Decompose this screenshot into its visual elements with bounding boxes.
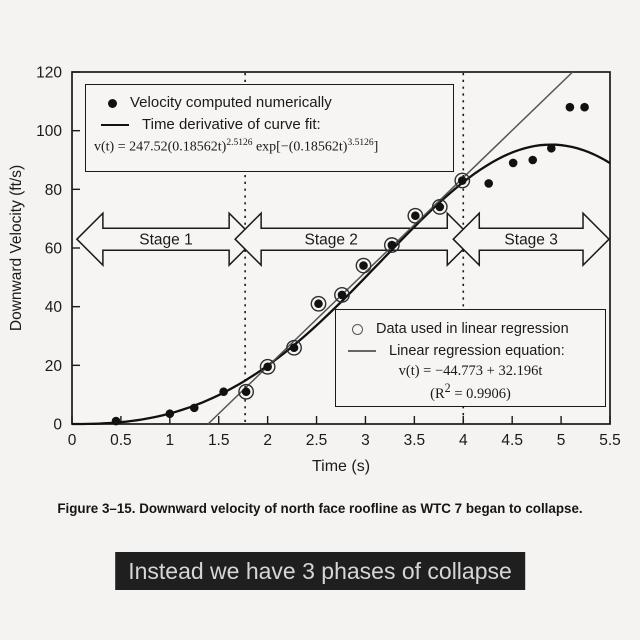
r-squared-value: (R2 = 0.9906) bbox=[430, 381, 511, 402]
data-point bbox=[484, 179, 494, 188]
stage-label: Stage 2 bbox=[304, 232, 357, 249]
x-tick-label: 2.5 bbox=[306, 432, 328, 449]
regression-point-ring bbox=[355, 257, 372, 274]
stage-label: Stage 1 bbox=[139, 232, 192, 249]
x-tick-label: 5.5 bbox=[599, 432, 621, 449]
x-tick-label: 3 bbox=[361, 432, 370, 449]
subtitle-overlay: Instead we have 3 phases of collapse bbox=[115, 552, 525, 590]
x-tick-label: 0.5 bbox=[110, 432, 132, 449]
legend-item-numerical: Velocity computed numerically bbox=[101, 93, 453, 113]
regression-point-ring bbox=[383, 237, 400, 253]
data-point bbox=[337, 290, 347, 300]
y-tick-label: 0 bbox=[53, 417, 62, 434]
regression-point-ring bbox=[334, 287, 350, 303]
gray-line-icon bbox=[348, 350, 376, 352]
regression-point-ring bbox=[259, 358, 276, 375]
legend-curve-fit: Velocity computed numerically Time deriv… bbox=[85, 84, 454, 172]
legend-label: Data used in linear regression bbox=[376, 321, 569, 337]
y-tick-label: 80 bbox=[45, 182, 63, 199]
data-point bbox=[580, 102, 589, 112]
stage-arrow bbox=[452, 211, 611, 268]
x-axis-label: Time (s) bbox=[312, 458, 370, 475]
y-tick-label: 60 bbox=[45, 241, 63, 258]
legend-label: Linear regression equation: bbox=[389, 343, 565, 359]
x-tick-label: 4.5 bbox=[501, 432, 523, 449]
data-point bbox=[189, 403, 199, 413]
data-point bbox=[314, 299, 323, 309]
x-tick-label: 4 bbox=[459, 432, 468, 449]
data-point bbox=[387, 240, 397, 250]
data-point bbox=[457, 176, 467, 185]
data-point bbox=[528, 155, 538, 165]
regression-point-ring bbox=[407, 207, 424, 224]
data-point bbox=[289, 343, 299, 353]
data-point bbox=[359, 261, 368, 270]
y-tick-label: 20 bbox=[45, 358, 63, 375]
regression-equation: v(t) = −44.773 + 32.196t bbox=[398, 363, 543, 379]
legend-item-curvefit: Time derivative of curve fit: bbox=[101, 115, 453, 135]
legend-regression: Data used in linear regression Linear re… bbox=[335, 309, 606, 407]
x-tick-label: 1.5 bbox=[208, 432, 230, 449]
data-point bbox=[435, 202, 445, 212]
filled-dot-icon bbox=[108, 98, 117, 108]
x-tick-label: 2 bbox=[263, 432, 272, 449]
figure-caption: Figure 3–15. Downward velocity of north … bbox=[57, 501, 583, 516]
x-tick-label: 0 bbox=[68, 432, 77, 449]
legend-item-regression-eq: Linear regression equation: bbox=[348, 341, 605, 361]
data-point bbox=[508, 158, 518, 168]
regression-point-ring bbox=[454, 172, 471, 189]
regression-point-ring bbox=[310, 295, 327, 312]
regression-point-ring bbox=[286, 339, 302, 356]
data-point bbox=[111, 416, 121, 426]
x-tick-label: 3.5 bbox=[404, 432, 426, 449]
y-tick-label: 100 bbox=[36, 123, 62, 140]
data-point bbox=[547, 143, 556, 153]
y-axis-label: Downward Velocity (ft/s) bbox=[8, 165, 25, 331]
data-point bbox=[241, 387, 251, 397]
y-tick-label: 40 bbox=[45, 299, 63, 316]
data-point bbox=[565, 102, 575, 112]
velocity-chart: 0 0.5 1 1.5 2 2.5 3 3.5 4 4.5 5 5.5 0 20 40 60 80 100 120 T… bbox=[8, 65, 621, 476]
open-circle-icon bbox=[352, 323, 363, 335]
regression-point-ring bbox=[238, 383, 255, 400]
legend-item-regression-data: Data used in linear regression bbox=[348, 319, 605, 339]
y-tick-label: 120 bbox=[36, 65, 62, 82]
legend-label: Velocity computed numerically bbox=[130, 94, 332, 111]
curve-fit-equation: v(t) = 247.52(0.18562t)2.5126 exp[−(0.18… bbox=[94, 138, 379, 155]
stage-label: Stage 3 bbox=[504, 232, 557, 249]
data-point bbox=[411, 211, 420, 221]
x-tick-label: 5 bbox=[557, 432, 566, 449]
x-tick-label: 1 bbox=[166, 432, 175, 449]
solid-line-icon bbox=[101, 124, 129, 126]
data-point bbox=[165, 409, 175, 419]
legend-label: Time derivative of curve fit: bbox=[142, 116, 321, 133]
data-point bbox=[263, 362, 272, 372]
data-point bbox=[219, 387, 228, 397]
regression-point-ring bbox=[431, 199, 448, 215]
